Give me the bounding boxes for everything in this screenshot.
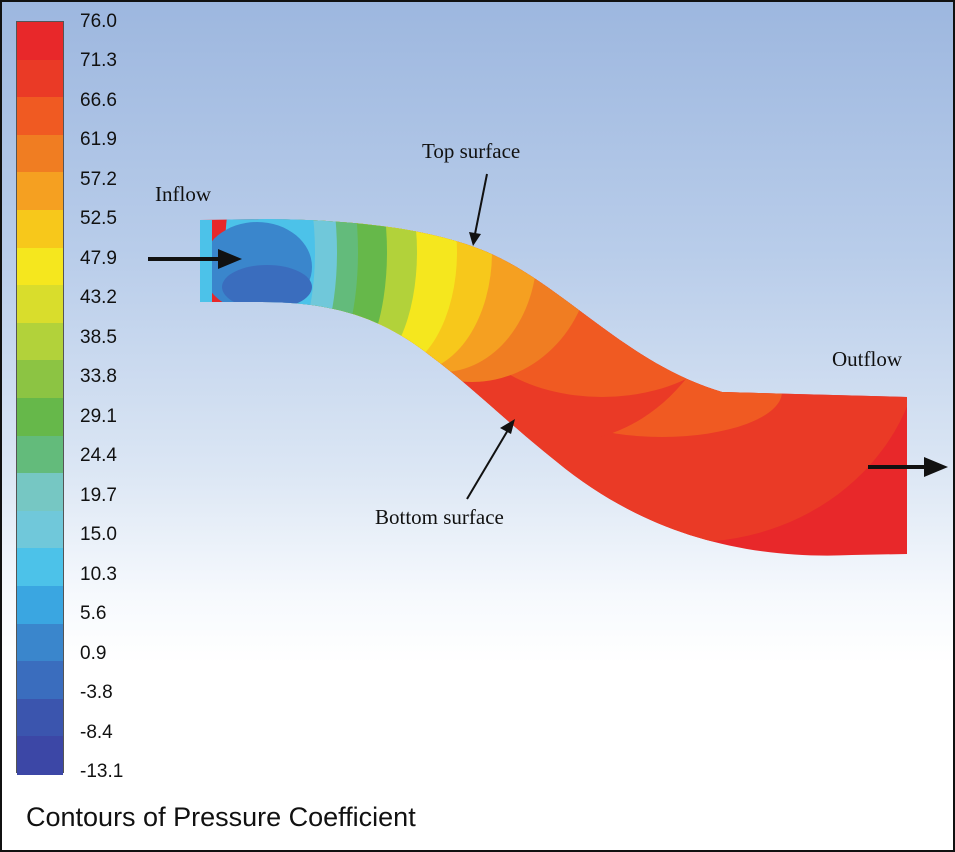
- colorbar-tick-label: 61.9: [80, 129, 117, 151]
- colorbar-band: [17, 510, 63, 550]
- colorbar-tick-label: 71.3: [80, 50, 117, 72]
- colorbar-tick-label: 15.0: [80, 524, 117, 546]
- colorbar-tick-label: -8.4: [80, 721, 113, 743]
- colorbar-band: [17, 398, 63, 437]
- colorbar-band: [17, 247, 63, 287]
- bottom-surface-pointer: [466, 419, 515, 500]
- colorbar-band: [17, 661, 63, 700]
- colorbar-tick-label: 19.7: [80, 484, 117, 506]
- colorbar-tick-label: 29.1: [80, 405, 117, 427]
- bottom-surface-label: Bottom surface: [375, 505, 504, 529]
- colorbar-band: [17, 698, 63, 738]
- colorbar-band: [17, 736, 63, 775]
- colorbar-tick-label: 0.9: [80, 642, 107, 664]
- inflow-label: Inflow: [155, 182, 212, 206]
- colorbar-band: [17, 473, 63, 512]
- colorbar-band: [17, 22, 63, 61]
- figure-caption: Contours of Pressure Coefficient: [26, 802, 416, 832]
- colorbar-tick-label: 43.2: [80, 287, 117, 309]
- colorbar-band: [17, 172, 63, 211]
- colorbar: [16, 21, 64, 775]
- colorbar-band: [17, 210, 63, 249]
- outflow-arrow: [868, 457, 948, 477]
- colorbar-band: [17, 322, 63, 362]
- colorbar-band: [17, 360, 63, 399]
- colorbar-tick-label: 38.5: [80, 326, 117, 348]
- colorbar-band: [17, 97, 63, 136]
- colorbar-band: [17, 435, 63, 475]
- inflow-arrow: [148, 249, 242, 269]
- colorbar-tick-label: 33.8: [80, 366, 117, 388]
- colorbar-tick-label: 52.5: [80, 208, 117, 230]
- pressure-contour-field: [200, 219, 907, 556]
- colorbar-tick-label: -13.1: [80, 761, 124, 782]
- colorbar-tick-label: 57.2: [80, 168, 117, 190]
- colorbar-band: [17, 548, 63, 587]
- colorbar-tick-label: 47.9: [80, 247, 117, 269]
- colorbar-band: [17, 586, 63, 625]
- colorbar-tick-label: 76.0: [80, 11, 117, 32]
- colorbar-tick-label: 5.6: [80, 603, 107, 625]
- colorbar-band: [17, 623, 63, 663]
- outflow-label: Outflow: [832, 347, 903, 371]
- top-surface-label: Top surface: [422, 139, 520, 163]
- colorbar-tick-label: 24.4: [80, 445, 117, 467]
- top-surface-pointer: [469, 173, 488, 246]
- colorbar-tick-label: 66.6: [80, 89, 117, 111]
- colorbar-band: [17, 59, 63, 99]
- colorbar-band: [17, 285, 63, 324]
- colorbar-band: [17, 134, 63, 174]
- colorbar-tick-label: 10.3: [80, 563, 117, 585]
- colorbar-tick-label: -3.8: [80, 682, 113, 704]
